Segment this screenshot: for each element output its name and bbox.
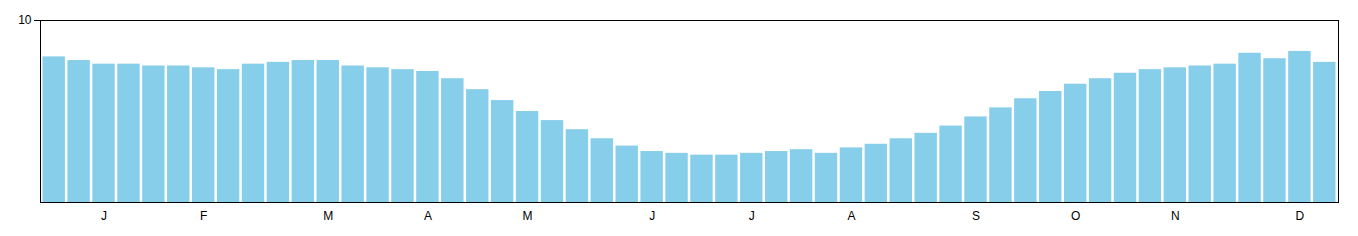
svg-text:M: M [523, 209, 533, 223]
svg-text:M: M [323, 209, 333, 223]
svg-text:F: F [200, 209, 207, 223]
svg-text:J: J [101, 209, 107, 223]
svg-text:S: S [972, 209, 980, 223]
svg-text:A: A [847, 209, 855, 223]
svg-text:J: J [749, 209, 755, 223]
svg-text:A: A [424, 209, 432, 223]
svg-text:J: J [649, 209, 655, 223]
svg-text:D: D [1296, 209, 1305, 223]
svg-text:O: O [1071, 209, 1080, 223]
svg-text:10: 10 [18, 13, 32, 27]
svg-text:N: N [1171, 209, 1180, 223]
